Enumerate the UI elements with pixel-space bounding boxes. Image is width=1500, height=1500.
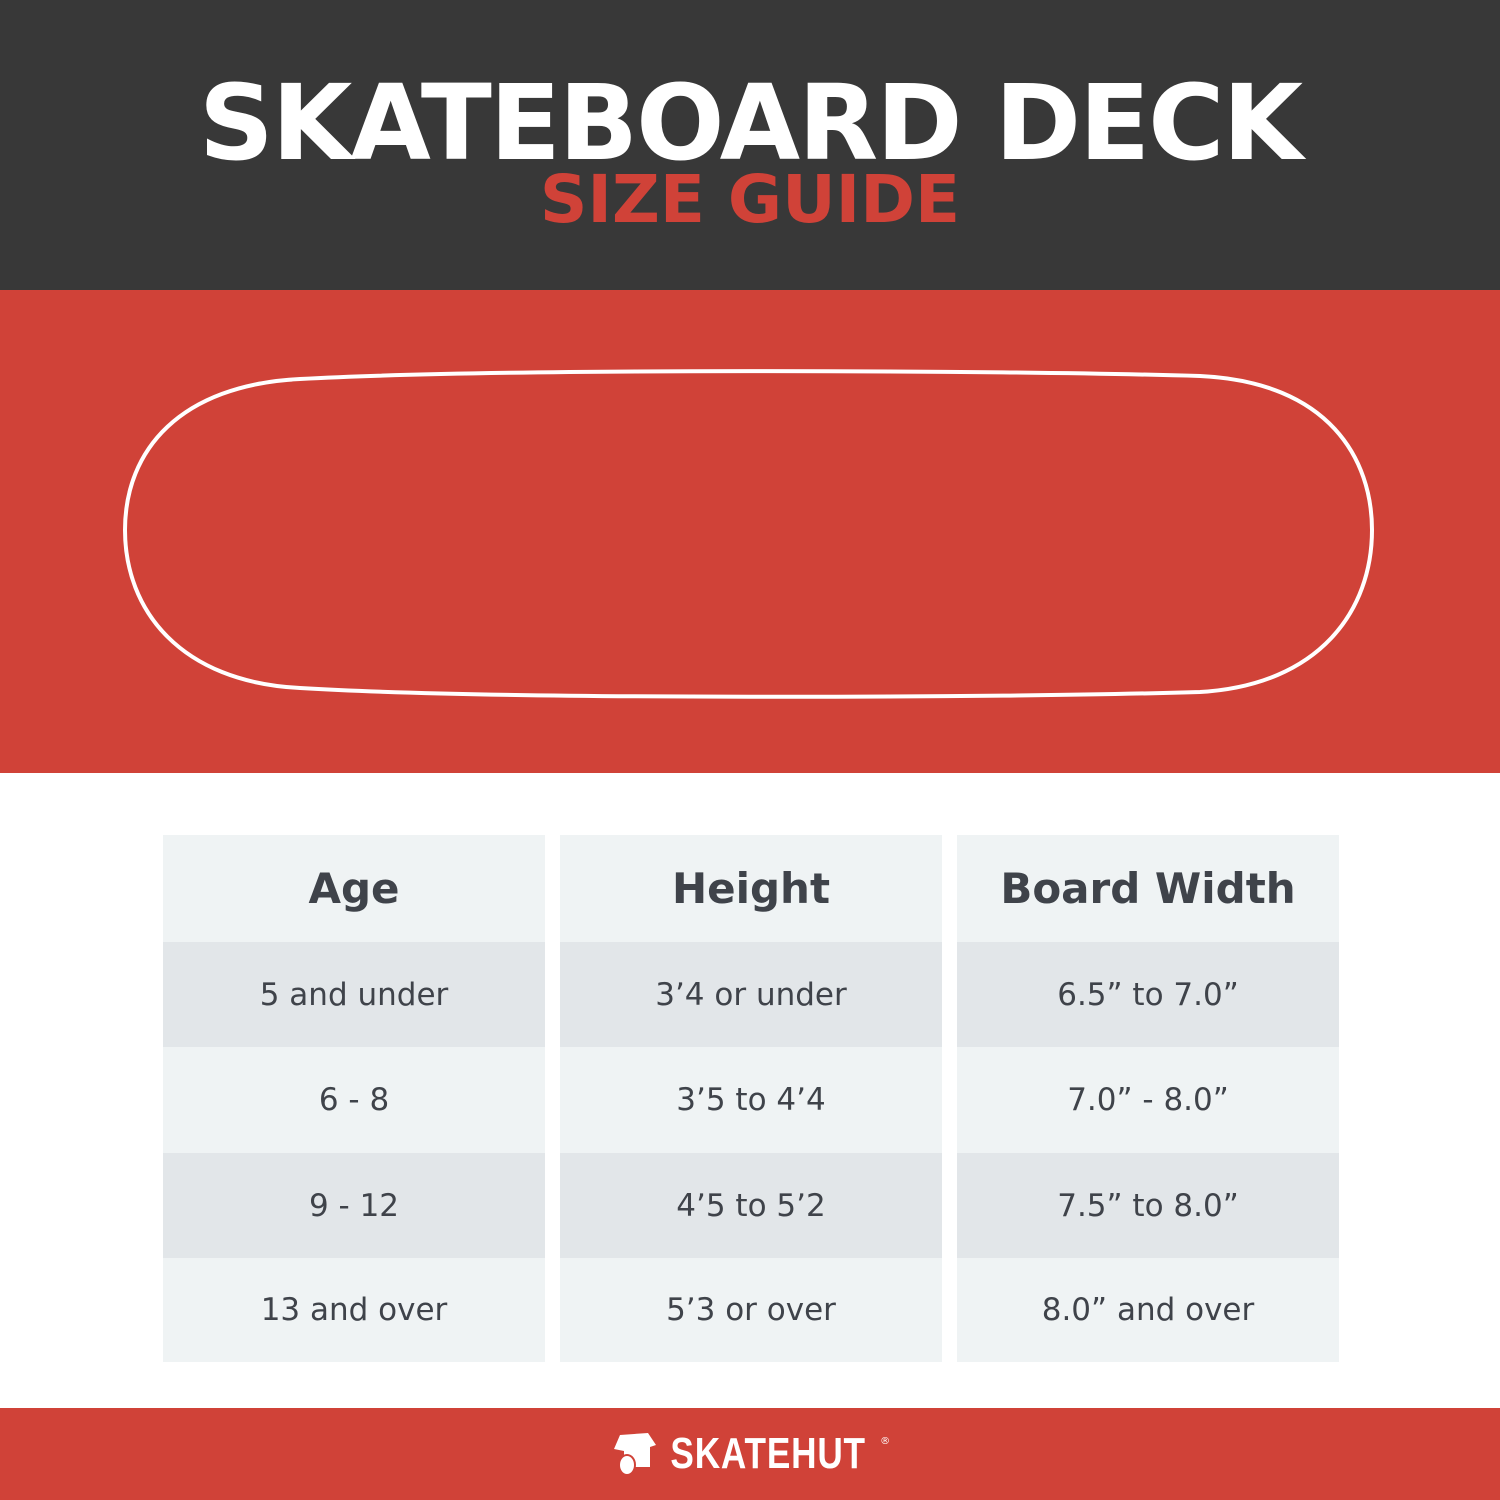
table-cell: 13 and over <box>163 1258 545 1362</box>
header-banner: SKATEBOARD DECK SIZE GUIDE <box>0 0 1500 290</box>
table-cell: 4’5 to 5’2 <box>560 1153 942 1258</box>
table-cell: 5’3 or over <box>560 1258 942 1362</box>
footer-banner: SKATEHUT ® <box>0 1408 1500 1500</box>
header-board-width: Board Width <box>957 835 1339 942</box>
table-cell: 6.5” to 7.0” <box>957 942 1339 1047</box>
header-age: Age <box>163 835 545 942</box>
table-cell: 3’4 or under <box>560 942 942 1047</box>
table-cell: 3’5 to 4’4 <box>560 1047 942 1153</box>
page-title: SKATEBOARD DECK <box>198 62 1303 184</box>
skatehut-logo: SKATEHUT <box>670 1429 866 1478</box>
header-height: Height <box>560 835 942 942</box>
table-cell: 5 and under <box>163 942 545 1047</box>
table-cell: 9 - 12 <box>163 1153 545 1258</box>
table-cell: 7.0” - 8.0” <box>957 1047 1339 1153</box>
skateboard-deck-outline-icon <box>122 369 1375 699</box>
table-cell: 6 - 8 <box>163 1047 545 1153</box>
page-subtitle: SIZE GUIDE <box>539 161 961 238</box>
skatehut-hut-icon <box>613 1433 656 1476</box>
table-cell: 8.0” and over <box>957 1258 1339 1362</box>
deck-illustration-panel <box>0 290 1500 773</box>
table-cell: 7.5” to 8.0” <box>957 1153 1339 1258</box>
registered-mark: ® <box>880 1436 891 1447</box>
